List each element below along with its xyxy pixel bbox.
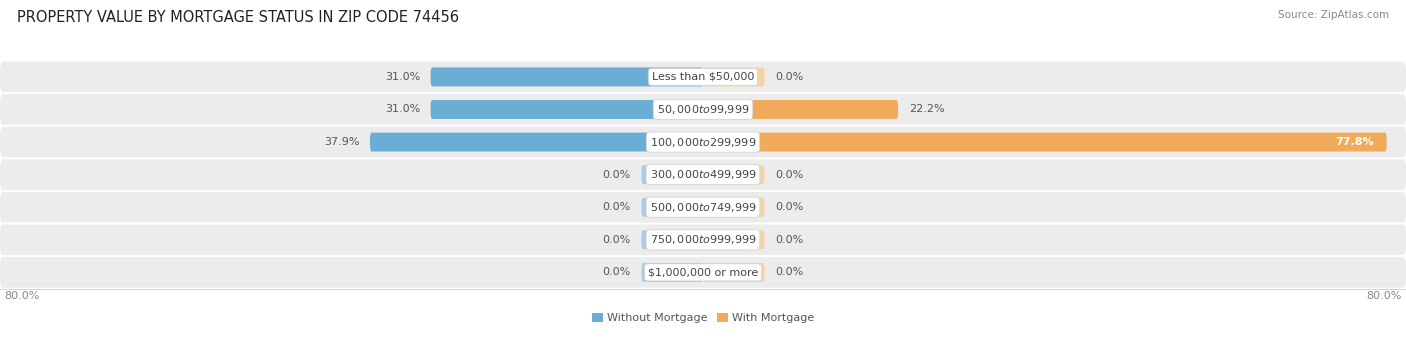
Text: 77.8%: 77.8% [1334,137,1374,147]
Text: 0.0%: 0.0% [603,235,631,245]
Text: Source: ZipAtlas.com: Source: ZipAtlas.com [1278,10,1389,20]
FancyBboxPatch shape [641,198,703,217]
Text: 80.0%: 80.0% [4,291,39,301]
FancyBboxPatch shape [0,94,1406,125]
Text: 0.0%: 0.0% [603,170,631,180]
FancyBboxPatch shape [703,133,1386,151]
Text: 31.0%: 31.0% [385,104,420,115]
Text: PROPERTY VALUE BY MORTGAGE STATUS IN ZIP CODE 74456: PROPERTY VALUE BY MORTGAGE STATUS IN ZIP… [17,10,458,25]
Text: 0.0%: 0.0% [603,267,631,277]
Text: 37.9%: 37.9% [323,137,360,147]
Text: $1,000,000 or more: $1,000,000 or more [648,267,758,277]
Text: 0.0%: 0.0% [775,235,803,245]
Text: $500,000 to $749,999: $500,000 to $749,999 [650,201,756,214]
FancyBboxPatch shape [641,165,703,184]
FancyBboxPatch shape [0,127,1406,158]
Text: $100,000 to $299,999: $100,000 to $299,999 [650,136,756,149]
Text: 0.0%: 0.0% [775,170,803,180]
Text: 0.0%: 0.0% [603,202,631,212]
Text: $300,000 to $499,999: $300,000 to $499,999 [650,168,756,181]
FancyBboxPatch shape [0,159,1406,190]
Text: 0.0%: 0.0% [775,202,803,212]
FancyBboxPatch shape [703,231,765,249]
FancyBboxPatch shape [703,165,765,184]
Text: $750,000 to $999,999: $750,000 to $999,999 [650,233,756,246]
Text: 0.0%: 0.0% [775,72,803,82]
FancyBboxPatch shape [703,198,765,217]
FancyBboxPatch shape [641,231,703,249]
Text: $50,000 to $99,999: $50,000 to $99,999 [657,103,749,116]
FancyBboxPatch shape [703,68,765,86]
FancyBboxPatch shape [0,192,1406,223]
Legend: Without Mortgage, With Mortgage: Without Mortgage, With Mortgage [588,309,818,328]
Text: 22.2%: 22.2% [908,104,945,115]
Text: 31.0%: 31.0% [385,72,420,82]
FancyBboxPatch shape [641,263,703,282]
FancyBboxPatch shape [703,263,765,282]
FancyBboxPatch shape [0,257,1406,288]
Text: 0.0%: 0.0% [775,267,803,277]
Text: 80.0%: 80.0% [1367,291,1402,301]
FancyBboxPatch shape [370,133,703,151]
Text: Less than $50,000: Less than $50,000 [652,72,754,82]
FancyBboxPatch shape [0,62,1406,92]
FancyBboxPatch shape [703,100,898,119]
FancyBboxPatch shape [430,100,703,119]
FancyBboxPatch shape [0,224,1406,255]
FancyBboxPatch shape [430,68,703,86]
